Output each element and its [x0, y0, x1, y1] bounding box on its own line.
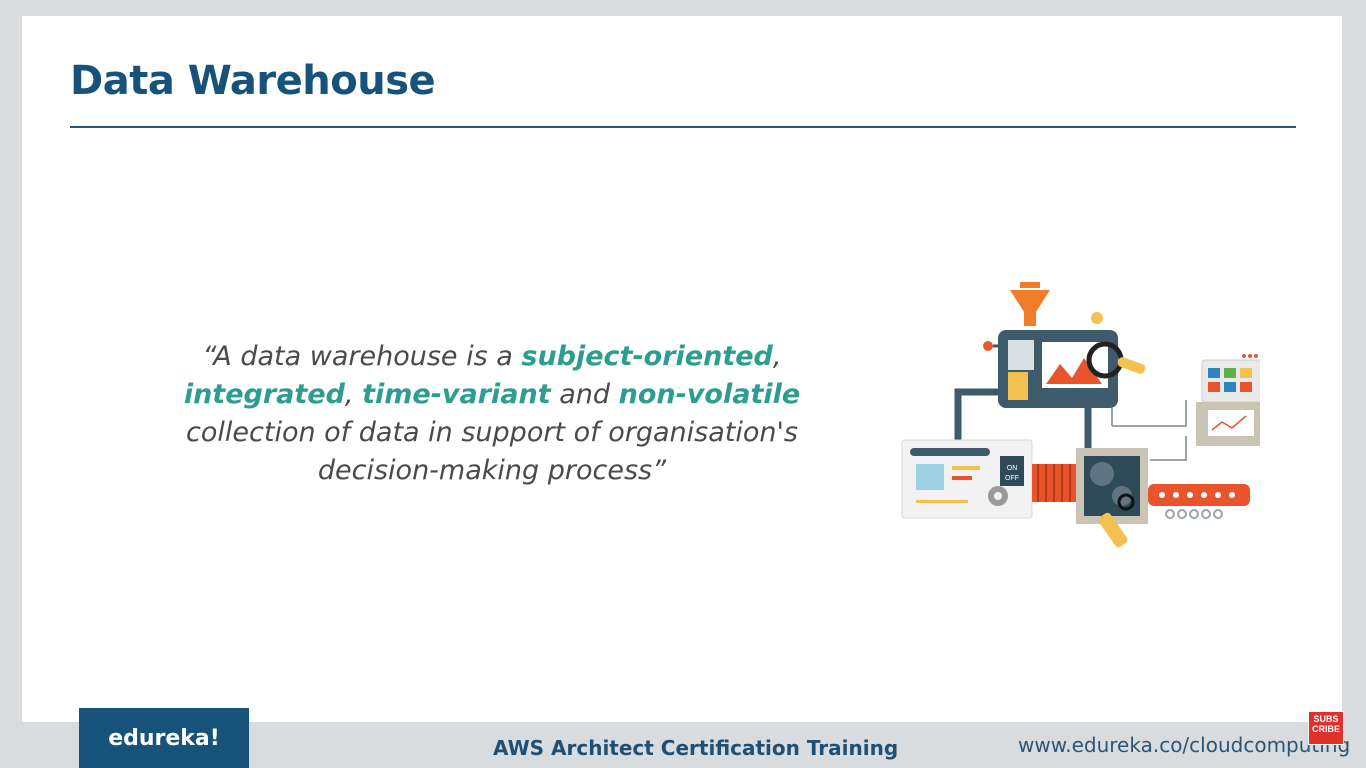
monitor-icon	[1201, 359, 1260, 403]
slide-title: Data Warehouse	[70, 58, 436, 104]
quote-sep-2: ,	[344, 379, 363, 410]
quote-sep-1: ,	[772, 341, 782, 372]
edureka-logo: edureka!	[79, 708, 249, 768]
title-divider	[70, 126, 1296, 128]
funnel-icon	[1010, 290, 1050, 326]
term-non-volatile: non-volatile	[618, 379, 801, 410]
switch-on-label: ON	[1007, 465, 1018, 472]
subscribe-button[interactable]: SUBS CRIBE	[1308, 711, 1344, 745]
quote-open: “A data warehouse is a	[202, 341, 522, 372]
course-title: AWS Architect Certification Training	[493, 736, 899, 760]
power-switch	[1000, 456, 1024, 486]
data-machine-illustration: ON OFF	[901, 282, 1260, 548]
term-integrated: integrated	[183, 379, 345, 410]
wrench-icon	[1098, 512, 1128, 548]
definition-quote: “A data warehouse is a subject-oriented,…	[142, 338, 842, 490]
conveyor-belt	[1148, 484, 1250, 506]
slide: Data Warehouse “A data warehouse is a su…	[22, 16, 1342, 722]
switch-off-label: OFF	[1005, 475, 1019, 482]
term-subject-oriented: subject-oriented	[521, 341, 773, 372]
quote-rest: collection of data in support of organis…	[186, 417, 798, 486]
term-time-variant: time-variant	[362, 379, 551, 410]
quote-mid: and	[550, 379, 619, 410]
lightbulb-icon	[1091, 312, 1103, 324]
gear-icon-2	[1090, 462, 1114, 486]
course-url[interactable]: www.edureka.co/cloudcomputing	[1018, 733, 1351, 757]
